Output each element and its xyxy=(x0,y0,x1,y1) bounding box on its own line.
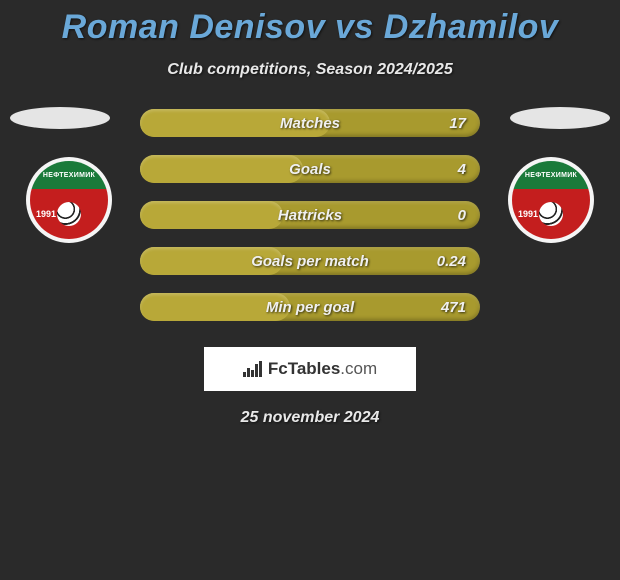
logo-year: 1991 xyxy=(518,209,538,219)
content-area: НЕФТЕХИМИК 1991 НЕФТЕХИМИК 1991 Matches … xyxy=(0,107,620,427)
stat-bar: Goals 4 xyxy=(140,155,480,183)
stat-value: 4 xyxy=(458,161,466,178)
brand-badge: FcTables.com xyxy=(204,347,416,391)
stat-bar: Matches 17 xyxy=(140,109,480,137)
stat-label: Goals xyxy=(289,161,331,178)
stat-bar: Goals per match 0.24 xyxy=(140,247,480,275)
stat-value: 471 xyxy=(441,299,466,316)
soccer-ball-icon xyxy=(539,202,563,226)
stat-bar: Min per goal 471 xyxy=(140,293,480,321)
logo-text: НЕФТЕХИМИК xyxy=(525,172,577,179)
stat-value: 0 xyxy=(458,207,466,224)
brand-text: FcTables.com xyxy=(268,359,377,379)
stat-bar-fill xyxy=(140,155,303,183)
stat-value: 17 xyxy=(449,115,466,132)
right-team-logo: НЕФТЕХИМИК 1991 xyxy=(508,157,594,243)
logo-year: 1991 xyxy=(36,209,56,219)
stat-bar: Hattricks 0 xyxy=(140,201,480,229)
stat-value: 0.24 xyxy=(437,253,466,270)
logo-text: НЕФТЕХИМИК xyxy=(43,172,95,179)
bar-chart-icon xyxy=(243,361,262,377)
stat-bar-fill xyxy=(140,201,283,229)
left-ellipse xyxy=(10,107,110,129)
stat-label: Hattricks xyxy=(278,207,342,224)
stat-label: Goals per match xyxy=(251,253,369,270)
left-team-logo: НЕФТЕХИМИК 1991 xyxy=(26,157,112,243)
page-title: Roman Denisov vs Dzhamilov xyxy=(0,0,620,47)
date-text: 25 november 2024 xyxy=(0,409,620,427)
stats-bars: Matches 17 Goals 4 Hattricks 0 Goals per… xyxy=(140,107,480,321)
stat-label: Matches xyxy=(280,115,340,132)
subtitle: Club competitions, Season 2024/2025 xyxy=(0,61,620,79)
right-ellipse xyxy=(510,107,610,129)
soccer-ball-icon xyxy=(57,202,81,226)
stat-label: Min per goal xyxy=(266,299,354,316)
